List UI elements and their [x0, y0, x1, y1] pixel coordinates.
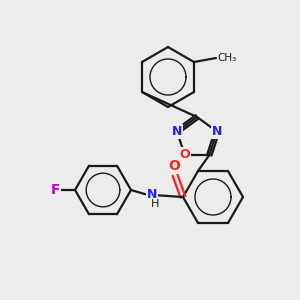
Text: N: N [172, 125, 182, 138]
Text: O: O [179, 148, 190, 161]
Text: O: O [168, 159, 180, 173]
Text: F: F [50, 183, 60, 197]
Text: N: N [147, 188, 157, 200]
Text: N: N [212, 125, 222, 138]
Text: H: H [151, 199, 159, 209]
Text: CH₃: CH₃ [217, 53, 236, 63]
